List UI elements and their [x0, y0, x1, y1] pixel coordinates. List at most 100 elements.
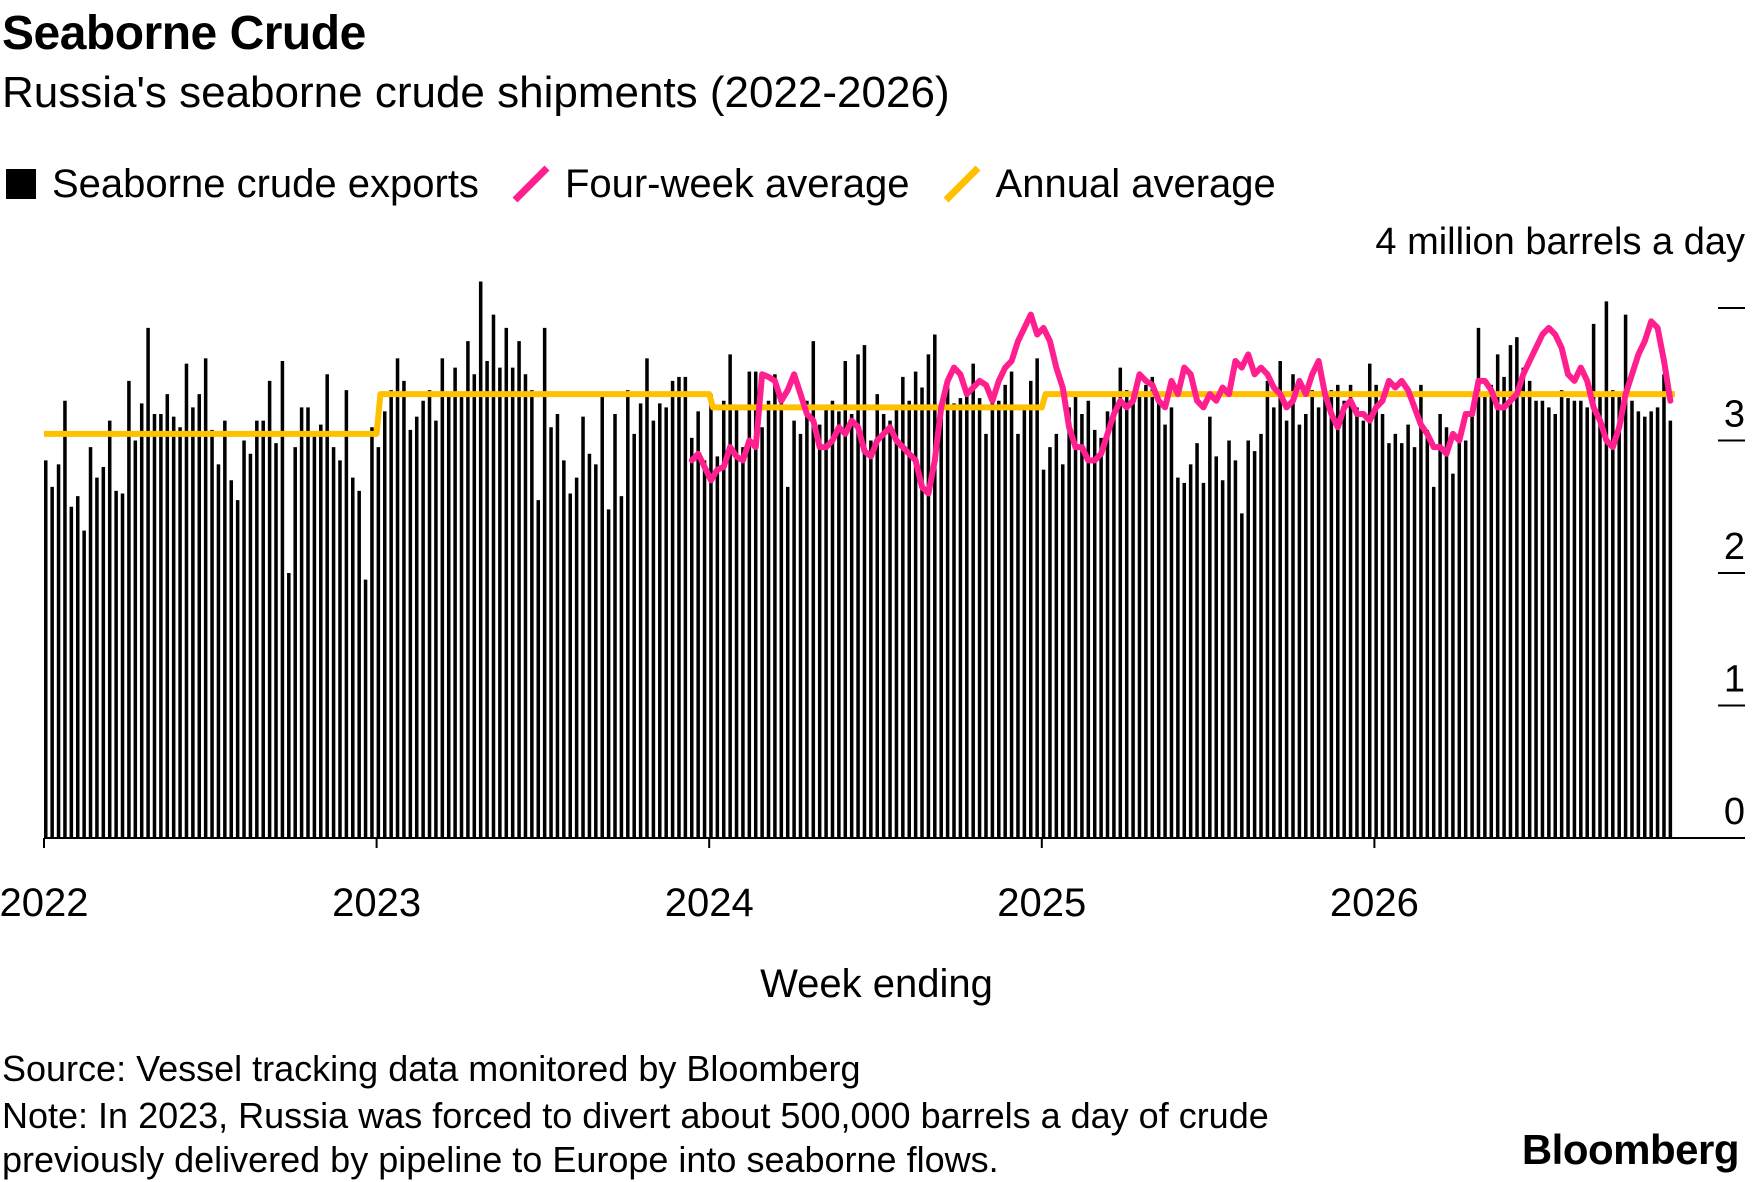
bloomberg-logo: Bloomberg: [1521, 1126, 1740, 1173]
bar: [997, 400, 1001, 838]
legend-swatch-four-week: [512, 165, 550, 203]
bar: [1201, 482, 1206, 838]
bar: [1470, 416, 1474, 838]
bar: [1208, 416, 1212, 838]
bar: [216, 464, 221, 838]
bar: [1623, 314, 1628, 839]
y-tick-label: 1: [1724, 659, 1745, 701]
bar: [1419, 384, 1423, 838]
bar: [1278, 361, 1282, 838]
bar: [1431, 486, 1436, 839]
bar: [44, 460, 48, 839]
bar: [690, 437, 694, 838]
bar: [728, 354, 732, 839]
bar: [1598, 394, 1602, 839]
bar: [1297, 424, 1302, 838]
bar: [1009, 371, 1014, 838]
bar: [1003, 384, 1007, 838]
bar: [1112, 394, 1116, 839]
bar: [510, 367, 515, 839]
bar: [1048, 447, 1052, 839]
bar: [805, 400, 809, 838]
bar: [1662, 374, 1666, 838]
bar: [382, 411, 387, 838]
bar: [363, 579, 368, 839]
legend: Seaborne crude exports Four-week average…: [6, 160, 1308, 208]
bar: [773, 374, 777, 838]
bar: [709, 394, 713, 839]
bar: [1016, 433, 1020, 839]
bar: [721, 400, 726, 838]
bar: [319, 424, 323, 838]
bar: [95, 477, 99, 838]
bar: [1495, 354, 1500, 839]
bar: [1182, 482, 1187, 838]
bar: [1559, 390, 1564, 838]
bar: [1374, 384, 1378, 838]
bar: [1636, 411, 1641, 838]
bar: [1323, 390, 1327, 838]
bar: [1502, 376, 1506, 838]
four-week-series: [688, 311, 1674, 497]
bar: [242, 440, 246, 838]
bar: [1521, 367, 1526, 839]
bar: [229, 480, 234, 838]
bar: [645, 358, 649, 838]
bar: [504, 327, 509, 839]
bar: [1566, 398, 1570, 838]
bar: [977, 398, 982, 838]
bar: [1380, 414, 1385, 838]
bar: [1124, 390, 1129, 838]
chart-area: 0 1 2 3 2022 2023 2024 2025 2026 4 million barre…: [0, 220, 1753, 925]
bar: [1131, 394, 1135, 839]
bar: [945, 387, 950, 838]
bar: [408, 429, 413, 838]
bar: [1156, 398, 1161, 838]
bar: [913, 371, 918, 838]
bar: [600, 394, 604, 839]
bar: [1534, 400, 1538, 838]
bar: [1515, 337, 1519, 838]
bar: [562, 460, 566, 839]
bar: [1073, 394, 1078, 839]
bar: [1451, 473, 1455, 839]
bar: [472, 374, 477, 838]
bar: [651, 420, 656, 839]
bar: [1591, 323, 1596, 838]
bar: [370, 427, 374, 838]
bar: [1080, 414, 1084, 838]
bar: [459, 394, 464, 839]
bar: [965, 390, 969, 838]
bar: [127, 380, 131, 839]
bar: [549, 427, 553, 838]
bar: [741, 447, 745, 839]
bar: [1259, 433, 1263, 839]
bar: [753, 371, 758, 838]
bar: [1195, 443, 1199, 838]
bar: [587, 453, 592, 838]
bar: [1438, 414, 1442, 838]
bar: [197, 394, 202, 839]
bar: [619, 496, 624, 838]
bar: [1387, 443, 1391, 838]
bar: [837, 411, 841, 838]
legend-label-annual: Annual average: [995, 161, 1276, 206]
bar: [1547, 407, 1551, 839]
bar: [574, 477, 579, 838]
bar: [1144, 384, 1148, 838]
legend-swatch-annual: [943, 165, 981, 203]
bar: [491, 314, 496, 839]
bar: [862, 345, 867, 838]
annual-average-series: [44, 391, 1675, 437]
bar: [952, 403, 956, 838]
bar: [817, 424, 822, 838]
bar: [568, 493, 572, 838]
bar: [485, 361, 489, 838]
bar: [1240, 513, 1244, 839]
bar: [1233, 460, 1238, 839]
source-text: Source: Vessel tracking data monitored b…: [2, 1048, 861, 1089]
bar: [63, 400, 67, 838]
bar: [606, 509, 611, 838]
bar: [107, 420, 112, 839]
axes: 0 1 2 3 2022 2023 2024 2025 2026: [0, 307, 1745, 925]
